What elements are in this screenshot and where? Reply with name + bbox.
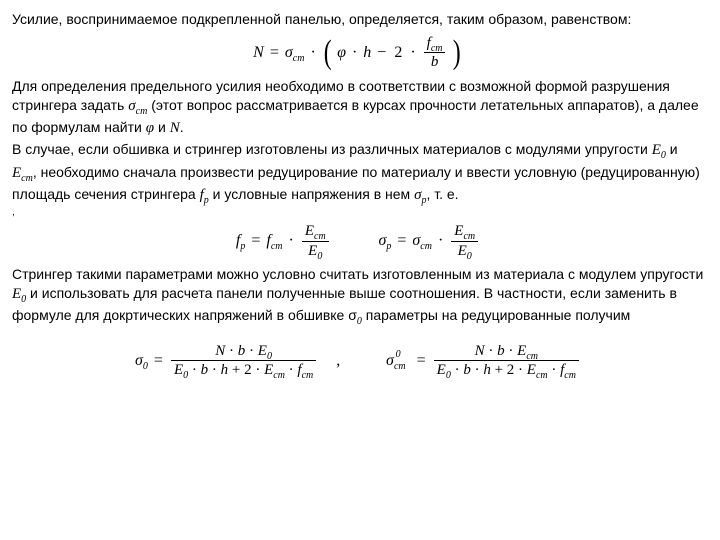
equation-reduction-pair: fр = fст · Eст E0 σр = σст · Eст E0 (12, 223, 704, 259)
paragraph-limit-force: Для определения предельного усилия необх… (12, 77, 704, 138)
equation-sigma0-pair: σ0 = N · b · E0 E0 · b · h + 2 · Eст · f… (12, 343, 704, 379)
document-page: Усилие, воспринимаемое подкрепленной пан… (0, 0, 720, 397)
paragraph-reduction: В случае, если обшивка и стрингер изгото… (12, 140, 704, 207)
stray-comma: , (12, 209, 704, 217)
paragraph-conclusion: Стрингер такими параметрами можно условн… (12, 265, 704, 328)
equation-n: N = σст · ( φ · h − 2 · fст b ) (12, 35, 704, 71)
paragraph-intro: Усилие, воспринимаемое подкрепленной пан… (12, 10, 704, 29)
